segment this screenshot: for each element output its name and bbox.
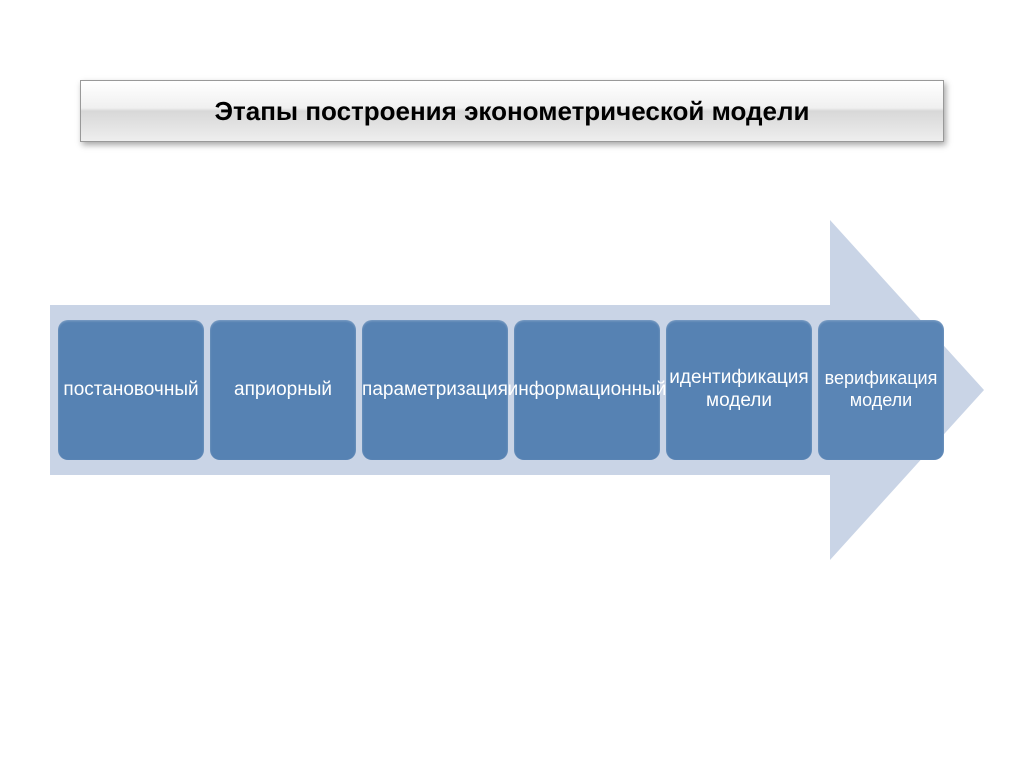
step-label: верификация модели <box>824 368 938 411</box>
step-label: информационный <box>508 379 667 402</box>
step-4: информационный <box>514 320 660 460</box>
step-3: параметризация <box>362 320 508 460</box>
step-label: постановочный <box>63 379 198 402</box>
title-box: Этапы построения эконометрической модели <box>80 80 944 142</box>
step-5: идентификация модели <box>666 320 812 460</box>
step-label: идентификация модели <box>669 367 808 413</box>
step-6: верификация модели <box>818 320 944 460</box>
step-1: постановочный <box>58 320 204 460</box>
step-label: параметризация <box>362 379 508 402</box>
steps-container: постановочный априорный параметризация и… <box>58 320 944 460</box>
page-title: Этапы построения эконометрической модели <box>215 96 810 127</box>
process-arrow-diagram: постановочный априорный параметризация и… <box>40 220 984 560</box>
step-label: априорный <box>234 379 332 402</box>
step-2: априорный <box>210 320 356 460</box>
